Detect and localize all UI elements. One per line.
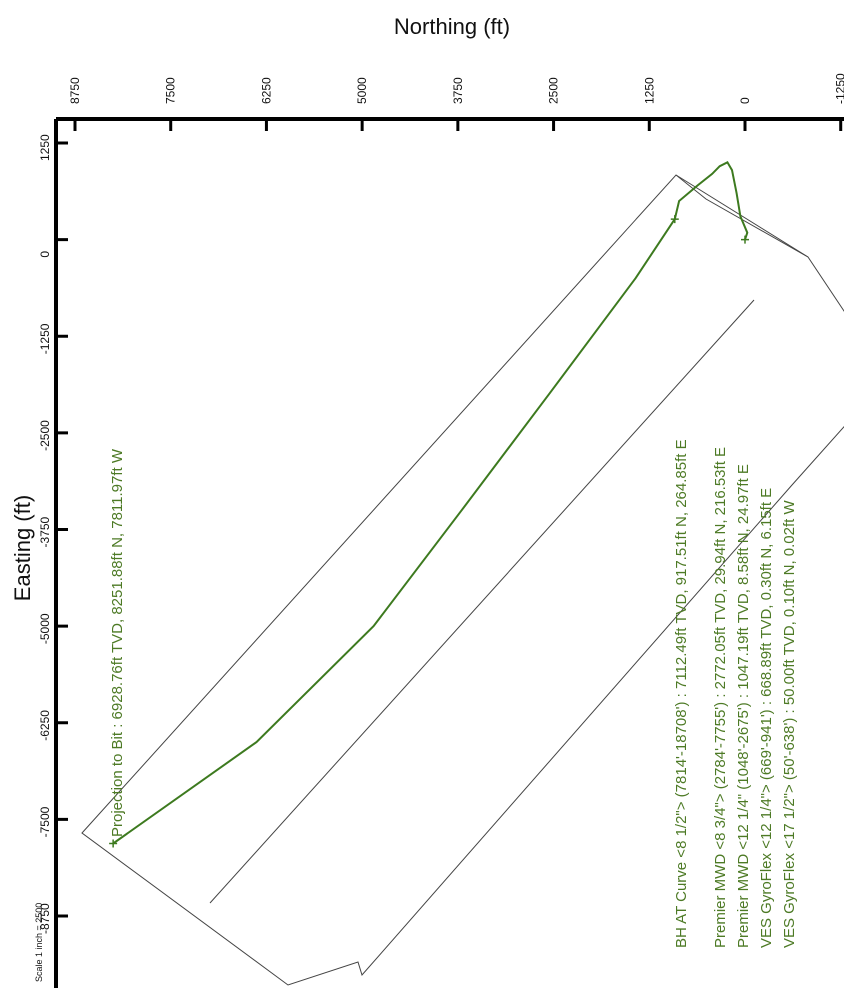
annotation-ves-gyroflex-17-1-2: VES GyroFlex <17 1/2"> (50'-638') : 50.0…: [781, 500, 798, 948]
annotation-projection-to-bit: Projection to Bit : 6928.76ft TVD, 8251.…: [109, 448, 126, 837]
easting-tick-label: -5000: [38, 613, 52, 644]
easting-ticks: 1250 0 -1250 -2500 -3750 -5000 -6250 -7500 -8750: [38, 134, 68, 934]
corridor-break-line: [675, 174, 809, 258]
northing-tick-label: 2500: [547, 77, 561, 104]
northing-tick-label: -1250: [834, 73, 844, 104]
northing-tick-label: 7500: [164, 77, 178, 104]
annotation-premier-mwd-8-3-4: Premier MWD <8 3/4"> (2784'-7755') : 277…: [712, 447, 729, 948]
easting-tick-label: -2500: [38, 420, 52, 451]
easting-tick-label: -6250: [38, 710, 52, 741]
northing-ticks: 8750 7500 6250 5000 3750 2500 1250 0 -1250: [68, 73, 844, 131]
easting-tick-label: -8750: [38, 903, 52, 934]
northing-tick-label: 0: [738, 97, 752, 104]
annotation-premier-mwd-12-1-4: Premier MWD <12 1/4" (1048'-2675') : 104…: [735, 464, 752, 948]
well-trajectory-line: [112, 160, 749, 845]
northing-tick-label: 3750: [451, 77, 465, 104]
corridor-inner-line: [209, 299, 755, 904]
northing-tick-label: 1250: [642, 77, 656, 104]
scale-note: Scale 1 inch = 2500: [34, 903, 44, 982]
annotation-bh-at-curve: BH AT Curve <8 1/2"> (7814'-18708') : 71…: [673, 439, 690, 948]
easting-tick-label: -7500: [38, 806, 52, 837]
northing-tick-label: 8750: [68, 77, 82, 104]
northing-tick-label: 6250: [259, 77, 273, 104]
easting-tick-label: 0: [38, 251, 52, 258]
easting-axis-title: Easting (ft): [10, 495, 35, 601]
corridor-outline: [81, 174, 844, 986]
easting-tick-label: 1250: [38, 134, 52, 161]
northing-axis-title: Northing (ft): [394, 14, 510, 39]
northing-tick-label: 5000: [355, 77, 369, 104]
easting-tick-label: -1250: [38, 323, 52, 354]
easting-tick-label: -3750: [38, 516, 52, 547]
annotation-ves-gyroflex-12-1-4: VES GyroFlex <12 1/4"> (669'-941') : 668…: [758, 488, 775, 948]
survey-markers: [109, 215, 749, 848]
